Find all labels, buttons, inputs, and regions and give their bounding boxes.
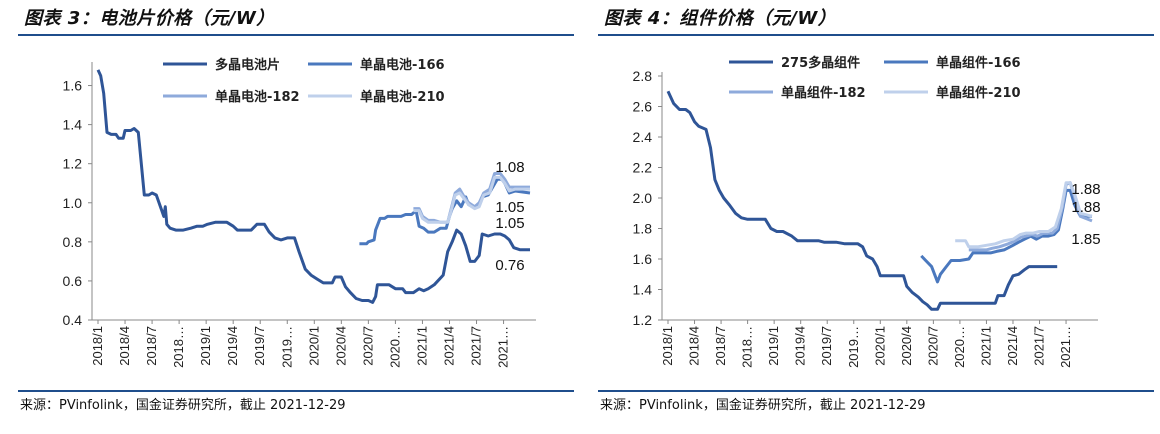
y-tick-label: 1.6 bbox=[633, 251, 653, 267]
source-note: 来源：PVinfolink，国金证券研究所，截止 2021-12-29 bbox=[20, 398, 346, 413]
x-tick-label: 2021/7 bbox=[469, 326, 484, 366]
x-tick-label: 2021… bbox=[1058, 326, 1073, 368]
x-tick-label: 2018/1 bbox=[660, 326, 675, 366]
x-tick-label: 2018… bbox=[740, 326, 755, 368]
series-line-4 bbox=[413, 175, 530, 224]
x-tick-label: 2019/4 bbox=[225, 326, 240, 366]
y-tick-label: 1.6 bbox=[63, 78, 83, 94]
y-tick-label: 1.8 bbox=[633, 221, 653, 237]
y-tick-label: 2.2 bbox=[633, 160, 653, 176]
title-rule bbox=[598, 34, 1154, 36]
title-rule bbox=[18, 34, 574, 36]
x-tick-label: 2020/7 bbox=[925, 326, 940, 366]
legend-label: 单晶组件-182 bbox=[781, 85, 866, 101]
value-annotation: 1.08 bbox=[495, 159, 524, 176]
y-tick-label: 1.0 bbox=[63, 195, 83, 211]
y-tick-label: 0.8 bbox=[63, 234, 83, 250]
series-line-1 bbox=[666, 90, 1058, 311]
source-note: 来源：PVinfolink，国金证券研究所，截止 2021-12-29 bbox=[600, 398, 926, 413]
module-price-chart: 2.8 2.6 2.4 2.2 2.0 1.8 1.6 1.4 1.2 2018/1 2018/4 2… bbox=[633, 55, 1101, 368]
x-tick-label: 2021/1 bbox=[978, 326, 993, 366]
y-tick-label: 2.0 bbox=[633, 190, 653, 206]
cell-price-chart: 1.6 1.4 1.2 1.0 0.8 0.6 0.4 2018/1 2018/4 2018/7 2… bbox=[63, 57, 536, 368]
x-tick-label: 2018/4 bbox=[117, 326, 132, 366]
chart-title: 图表 4：组件价格（元/W） bbox=[604, 8, 837, 29]
x-tick-label: 2020/1 bbox=[872, 326, 887, 366]
x-tick-label: 2019… bbox=[846, 326, 861, 368]
legend-label: 单晶电池-182 bbox=[215, 89, 300, 105]
legend-label: 多晶电池片 bbox=[215, 57, 280, 73]
value-annotation: 1.05 bbox=[495, 199, 524, 216]
y-tick-label: 2.6 bbox=[633, 99, 653, 115]
chart-panel-module-price: 图表 4：组件价格（元/W） 2.8 2.6 2.4 2.2 2.0 1.8 1.6 1.4 1… bbox=[598, 0, 1154, 434]
x-tick-label: 2018/7 bbox=[713, 326, 728, 366]
x-tick-label: 2018/1 bbox=[90, 326, 105, 366]
y-tick-label: 1.2 bbox=[63, 156, 83, 172]
legend-label: 单晶组件-210 bbox=[936, 85, 1021, 101]
y-tick-label: 1.4 bbox=[63, 117, 83, 133]
y-tick-label: 2.8 bbox=[633, 68, 653, 84]
x-tick-label: 2021/4 bbox=[441, 326, 456, 366]
x-tick-label: 2020/4 bbox=[899, 326, 914, 366]
x-tick-label: 2018/4 bbox=[687, 326, 702, 366]
source-rule bbox=[598, 390, 1154, 392]
series-line-1 bbox=[96, 69, 530, 304]
x-tick-label: 2019/7 bbox=[252, 326, 267, 366]
x-tick-label: 2020/7 bbox=[360, 326, 375, 366]
y-tick-label: 0.6 bbox=[63, 273, 83, 289]
source-rule bbox=[18, 390, 574, 392]
x-tick-label: 2019… bbox=[279, 326, 294, 368]
y-tick-label: 1.4 bbox=[633, 282, 653, 298]
x-tick-label: 2020/1 bbox=[306, 326, 321, 366]
x-tick-label: 2021… bbox=[496, 326, 511, 368]
legend-label: 单晶电池-166 bbox=[360, 57, 445, 73]
value-annotation: 1.88 bbox=[1071, 199, 1100, 216]
series-line-2 bbox=[920, 188, 1092, 284]
x-tick-label: 2018… bbox=[171, 326, 186, 368]
series-line-4 bbox=[955, 181, 1093, 249]
y-tick-label: 0.4 bbox=[63, 312, 83, 328]
x-tick-label: 2021/7 bbox=[1032, 326, 1047, 366]
legend-label: 单晶组件-166 bbox=[936, 55, 1021, 71]
legend-label: 单晶电池-210 bbox=[360, 89, 445, 105]
y-tick-label: 1.2 bbox=[633, 312, 653, 328]
x-tick-label: 2019/1 bbox=[198, 326, 213, 366]
x-tick-label: 2019/1 bbox=[766, 326, 781, 366]
value-annotation: 1.05 bbox=[495, 215, 524, 232]
legend-label: 275多晶组件 bbox=[781, 55, 860, 71]
x-tick-label: 2021/1 bbox=[414, 326, 429, 366]
x-tick-label: 2021/4 bbox=[1005, 326, 1020, 366]
chart-panel-cell-price: 图表 3：电池片价格（元/W） 1.6 1.4 1.2 1.0 0.8 0.6 0.4 201… bbox=[18, 0, 574, 434]
x-tick-label: 2020… bbox=[387, 326, 402, 368]
value-annotation: 1.85 bbox=[1071, 231, 1100, 248]
y-tick-label: 2.4 bbox=[633, 129, 653, 145]
x-tick-label: 2018/7 bbox=[144, 326, 159, 366]
x-tick-label: 2019/4 bbox=[793, 326, 808, 366]
x-tick-label: 2020… bbox=[952, 326, 967, 368]
x-tick-label: 2020/4 bbox=[333, 326, 348, 366]
chart-title: 图表 3：电池片价格（元/W） bbox=[24, 8, 275, 29]
value-annotation: 0.76 bbox=[495, 257, 524, 274]
value-annotation: 1.88 bbox=[1071, 181, 1100, 198]
x-tick-label: 2019/7 bbox=[819, 326, 834, 366]
